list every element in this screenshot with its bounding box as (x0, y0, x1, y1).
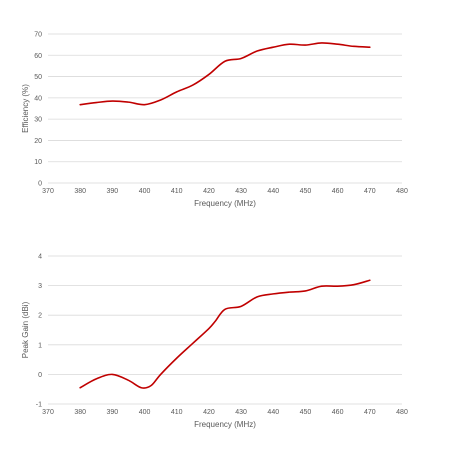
efficiency-y-tick-label: 20 (34, 138, 42, 145)
efficiency-x-tick-label: 460 (332, 188, 344, 195)
efficiency-x-tick-label: 380 (74, 188, 86, 195)
efficiency-x-tick-label: 470 (364, 188, 376, 195)
gain-series-line (79, 279, 371, 389)
gain-x-tick-label: 440 (267, 409, 279, 416)
efficiency-series-line (79, 42, 371, 106)
efficiency-y-tick-label: 50 (34, 74, 42, 81)
gain-x-tick-label: 450 (300, 409, 312, 416)
gain-y-tick-label: 3 (38, 283, 42, 290)
efficiency-y-tick-label: 10 (34, 159, 42, 166)
gain-x-tick-label: 480 (396, 409, 408, 416)
gain-y-tick-label: 4 (38, 254, 42, 261)
gain-y-tick-label: 1 (38, 342, 42, 349)
efficiency-x-tick-label: 410 (171, 188, 183, 195)
efficiency-x-tick-label: 440 (267, 188, 279, 195)
efficiency-y-axis-title: Efficiency (%) (21, 84, 30, 133)
efficiency-x-tick-label: 430 (235, 188, 247, 195)
efficiency-chart: 0 10 20 30 40 50 60 70 370 380 390 400 410 420 430 440 4… (21, 32, 408, 209)
gain-x-tick-label: 470 (364, 409, 376, 416)
gain-x-tick-label: 430 (235, 409, 247, 416)
gain-x-tick-label: 370 (42, 409, 54, 416)
gain-x-tick-label: 400 (139, 409, 151, 416)
efficiency-y-tick-label: 40 (34, 95, 42, 102)
efficiency-x-tick-label: 390 (107, 188, 119, 195)
gain-x-tick-label: 380 (74, 409, 86, 416)
efficiency-x-tick-label: 370 (42, 188, 54, 195)
gain-y-tick-label: -1 (36, 402, 42, 409)
efficiency-x-tick-label: 400 (139, 188, 151, 195)
efficiency-x-tick-label: 450 (300, 188, 312, 195)
gain-y-tick-label: 2 (38, 313, 42, 320)
gain-x-tick-label: 460 (332, 409, 344, 416)
gain-y-tick-label: 0 (38, 372, 42, 379)
gain-x-axis-title: Frequency (MHz) (194, 420, 256, 429)
efficiency-y-tick-label: 60 (34, 53, 42, 60)
gain-x-tick-label: 410 (171, 409, 183, 416)
gain-x-tick-label: 420 (203, 409, 215, 416)
efficiency-x-tick-label: 480 (396, 188, 408, 195)
efficiency-y-tick-label: 70 (34, 32, 42, 39)
peak-gain-chart: -1 0 1 2 3 4 370 380 390 400 410 420 430 440 450 460 470… (21, 254, 408, 430)
efficiency-x-axis-title: Frequency (MHz) (194, 199, 256, 208)
efficiency-y-tick-label: 0 (38, 181, 42, 188)
gain-y-axis-title: Peak Gain (dBi) (21, 301, 30, 358)
gain-x-tick-label: 390 (107, 409, 119, 416)
efficiency-x-tick-label: 420 (203, 188, 215, 195)
efficiency-y-tick-label: 30 (34, 117, 42, 124)
